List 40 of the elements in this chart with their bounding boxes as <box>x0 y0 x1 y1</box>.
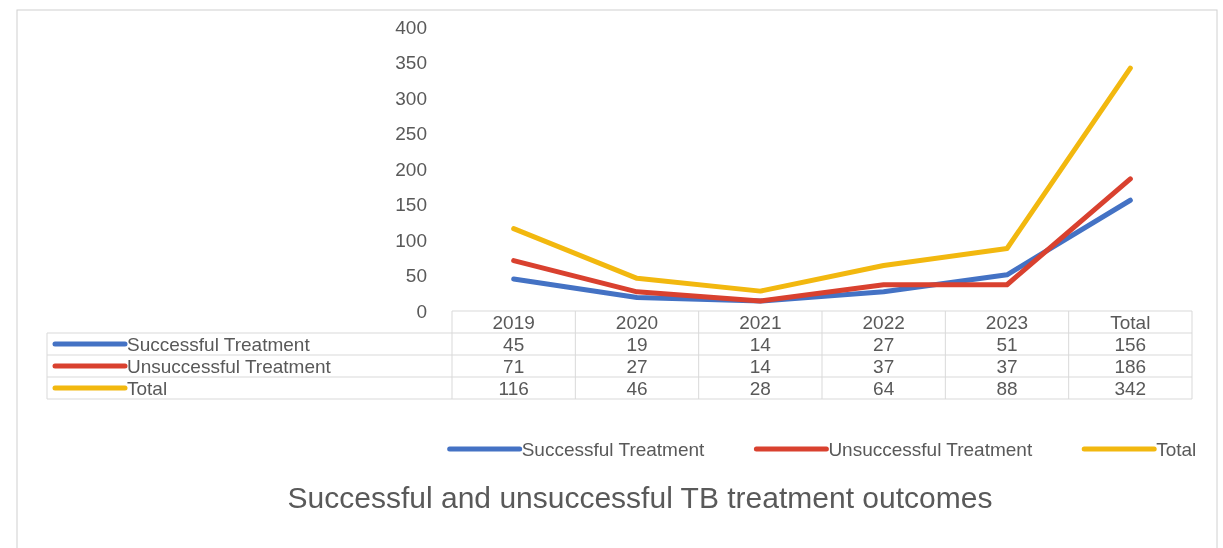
data-label: 51 <box>996 334 1018 355</box>
data-label: 37 <box>873 356 895 377</box>
x-tick-label: 2022 <box>862 312 905 333</box>
x-tick-label: Total <box>1110 312 1151 333</box>
data-label: 37 <box>996 356 1018 377</box>
data-label: 45 <box>503 334 525 355</box>
y-tick-label: 100 <box>395 229 427 251</box>
y-tick-label: 0 <box>416 300 427 322</box>
x-tick-label: 2021 <box>739 312 782 333</box>
data-label: 64 <box>873 378 895 399</box>
text: Total <box>127 378 168 399</box>
data-label: 156 <box>1114 334 1147 355</box>
data-label: 14 <box>749 356 772 377</box>
data-label: 88 <box>996 378 1018 399</box>
text: Successful and unsuccessful TB treatment outcomes <box>287 481 993 514</box>
text: Successful Treatment <box>127 334 310 355</box>
text: Unsuccessful Treatment <box>127 356 331 377</box>
data-label: 14 <box>749 334 772 355</box>
data-label: 28 <box>749 378 771 399</box>
x-tick-label: 2020 <box>615 312 659 333</box>
y-tick-label: 50 <box>405 265 427 287</box>
legend-label: Total <box>1156 439 1197 460</box>
y-tick-label: 250 <box>395 123 427 145</box>
data-label: 116 <box>498 378 529 399</box>
y-tick-label: 400 <box>395 16 427 38</box>
y-tick-label: 350 <box>395 52 427 74</box>
data-label: 27 <box>626 356 648 377</box>
legend-label: Successful Treatment <box>521 439 706 460</box>
legend-label: Unsuccessful Treatment <box>828 439 1033 460</box>
data-label: 71 <box>503 356 525 377</box>
data-label: 186 <box>1114 356 1147 377</box>
data-label: 342 <box>1114 378 1147 399</box>
y-tick-label: 300 <box>395 87 427 109</box>
data-label: 27 <box>873 334 895 355</box>
data-label: 46 <box>626 378 648 399</box>
x-tick-label: 2023 <box>985 312 1029 333</box>
x-tick-label: 2019 <box>492 312 535 333</box>
y-tick-label: 200 <box>395 158 427 180</box>
data-label: 19 <box>626 334 648 355</box>
y-tick-label: 150 <box>395 194 427 216</box>
